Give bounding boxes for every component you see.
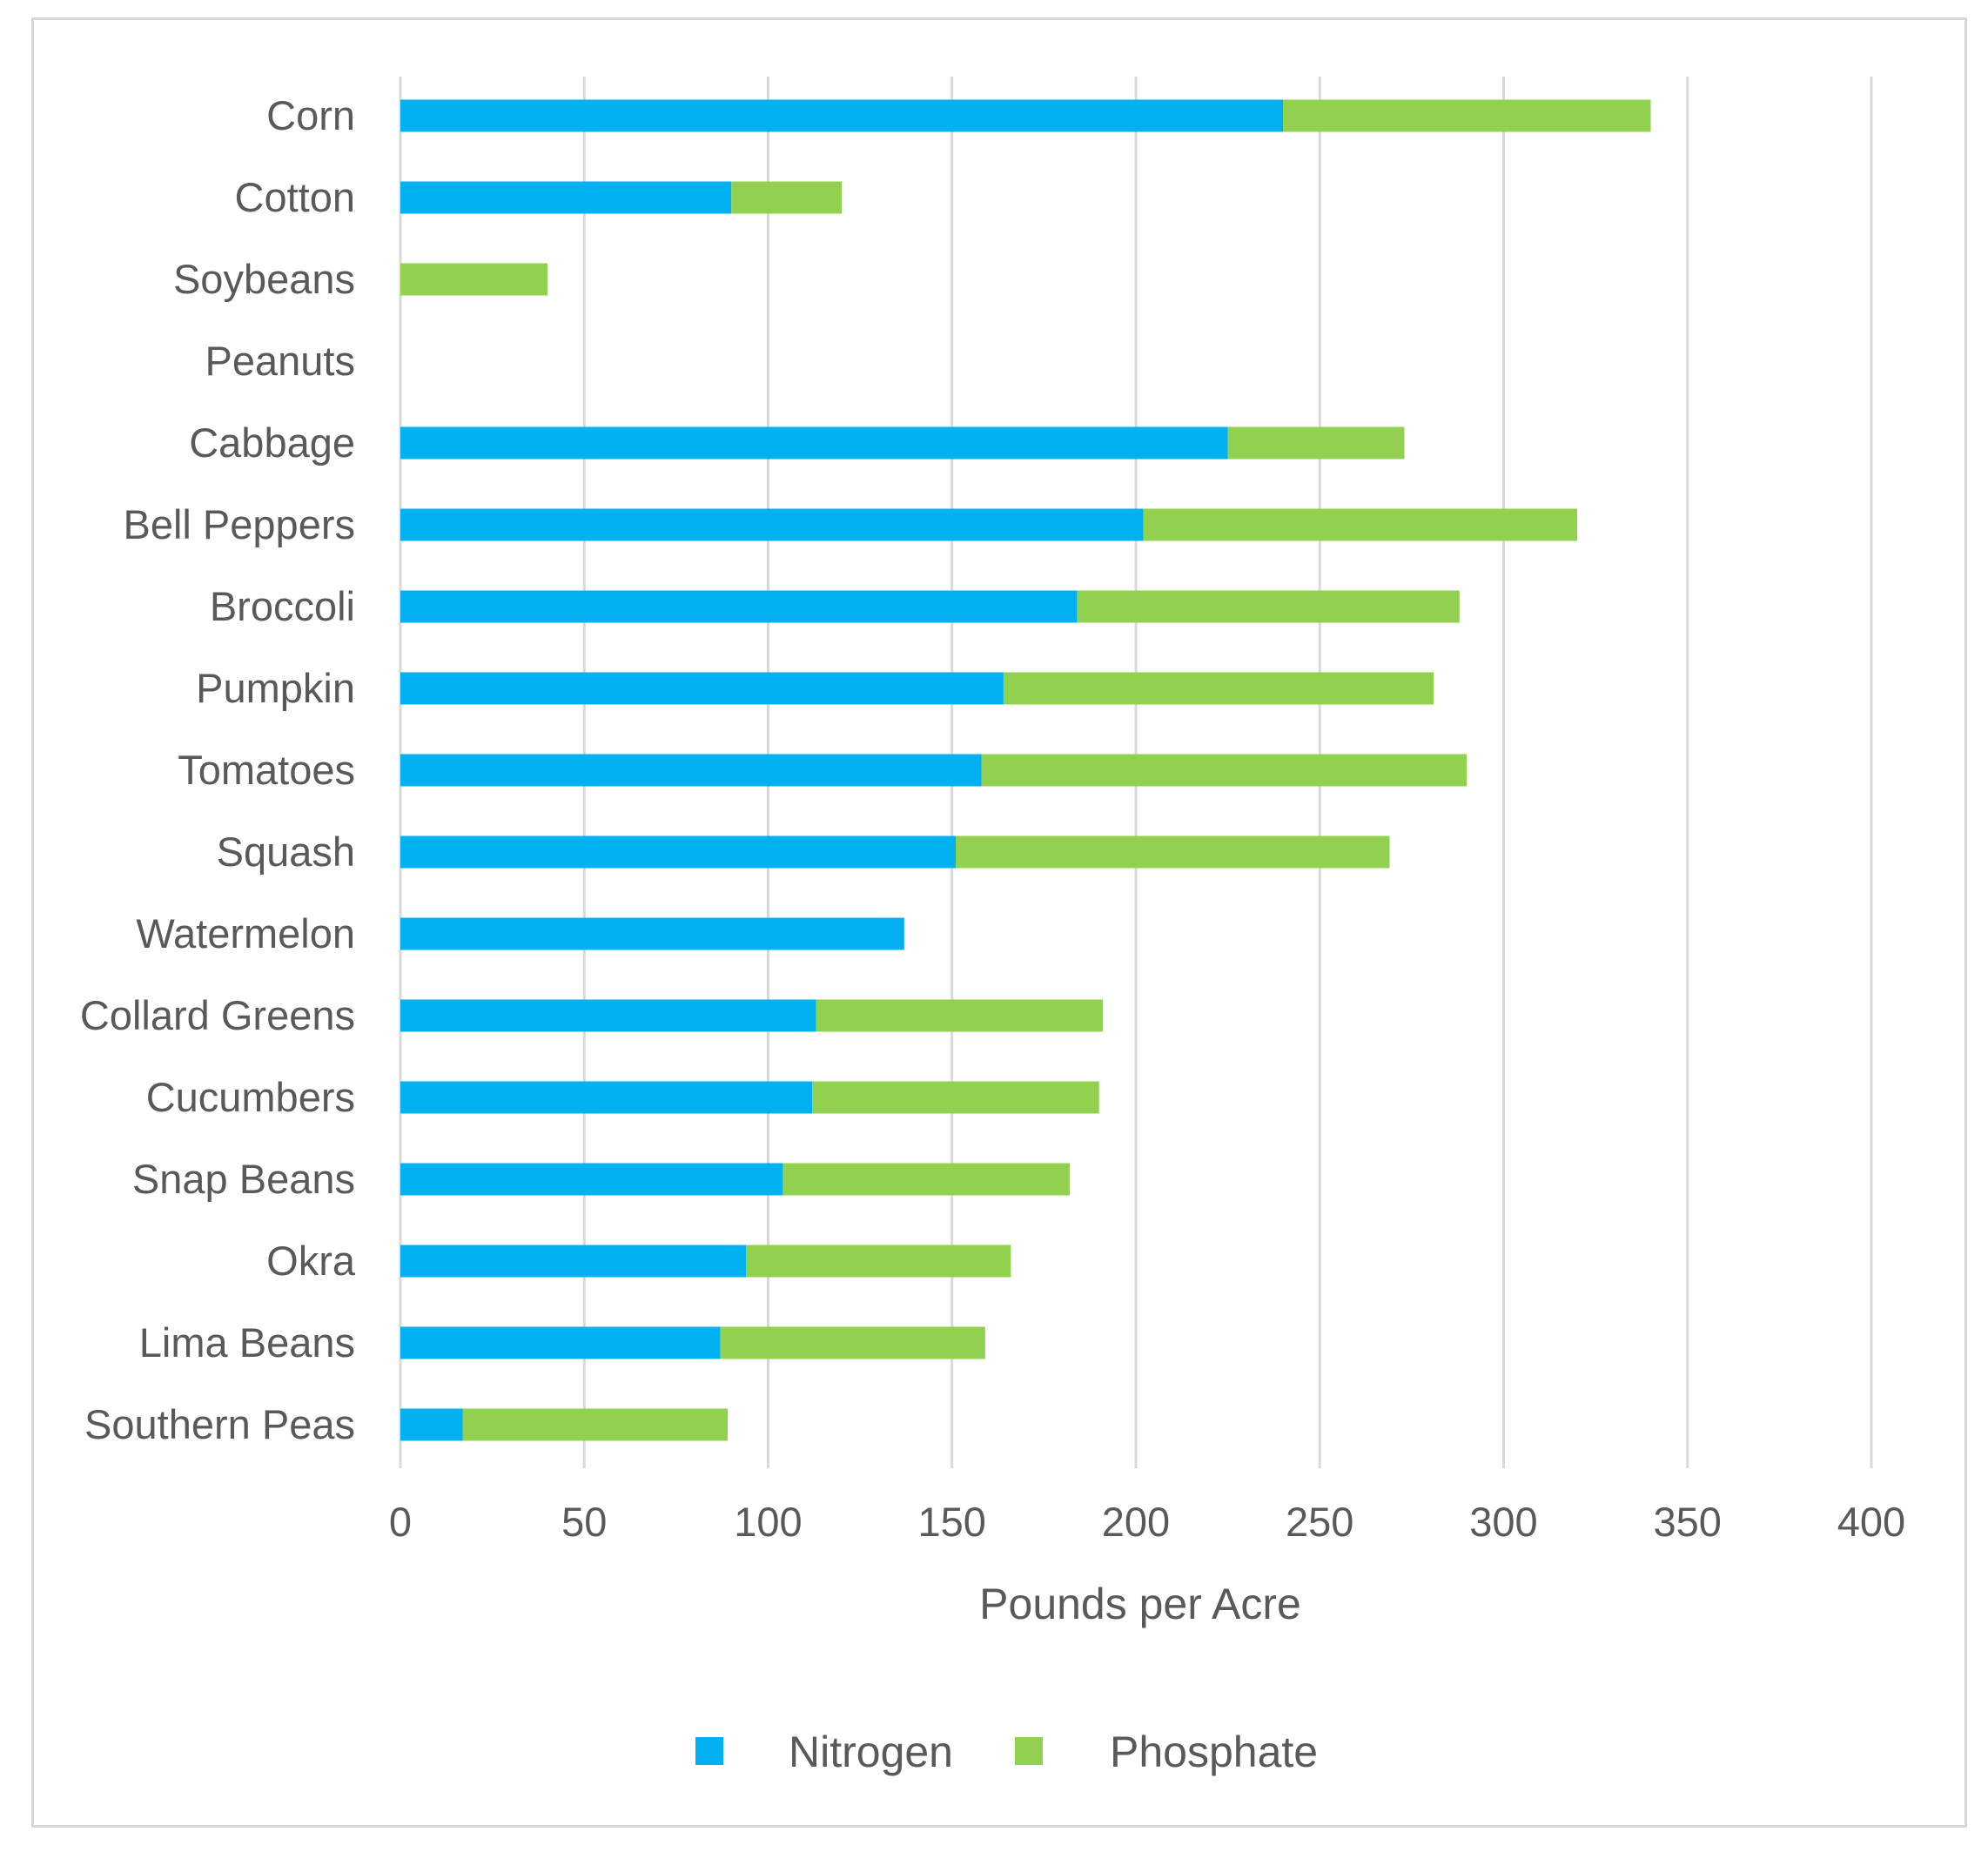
x-tick-label: 350 [1654, 1499, 1722, 1545]
category-label: Okra [266, 1238, 356, 1284]
category-label: Cabbage [189, 419, 355, 466]
bar-phosphate-lima-beans[interactable] [720, 1326, 985, 1359]
bar-nitrogen-corn[interactable] [400, 99, 1283, 132]
bar-nitrogen-southern-peas[interactable] [400, 1408, 463, 1441]
x-tick-label: 150 [918, 1499, 986, 1545]
category-label: Tomatoes [178, 747, 355, 793]
x-tick-label: 400 [1837, 1499, 1905, 1545]
bar-phosphate-okra[interactable] [746, 1245, 1011, 1278]
category-label: Bell Peppers [124, 501, 356, 547]
bars [400, 99, 1651, 1441]
legend-swatch-phosphate [1015, 1737, 1043, 1765]
bar-nitrogen-cucumbers[interactable] [400, 1081, 813, 1114]
bar-nitrogen-tomatoes[interactable] [400, 754, 982, 787]
bar-nitrogen-cotton[interactable] [400, 181, 732, 214]
category-label: Snap Beans [132, 1156, 355, 1202]
bar-phosphate-snap-beans[interactable] [782, 1163, 1070, 1196]
legend-label-phosphate: Phosphate [1110, 1728, 1318, 1776]
bar-phosphate-cucumbers[interactable] [812, 1081, 1099, 1114]
bar-phosphate-broccoli[interactable] [1077, 590, 1460, 623]
x-tick-label: 100 [734, 1499, 802, 1545]
bar-phosphate-collard-greens[interactable] [816, 999, 1103, 1032]
legend[interactable]: Nitrogen Phosphate [695, 1728, 1318, 1776]
bar-nitrogen-cabbage[interactable] [400, 426, 1228, 460]
bar-phosphate-cotton[interactable] [731, 181, 842, 214]
bar-nitrogen-bell-peppers[interactable] [400, 508, 1144, 541]
bar-phosphate-bell-peppers[interactable] [1143, 508, 1577, 541]
category-label: Soybeans [173, 256, 355, 302]
bar-phosphate-corn[interactable] [1283, 99, 1651, 132]
bar-phosphate-tomatoes[interactable] [981, 754, 1467, 787]
category-label: Collard Greens [80, 992, 355, 1038]
category-labels: Corn Cotton Soybeans Peanuts Cabbage Bell Pep… [80, 92, 356, 1447]
x-tick-label: 250 [1286, 1499, 1353, 1545]
category-label: Cotton [235, 174, 355, 220]
category-label: Corn [266, 92, 355, 138]
bar-nitrogen-lima-beans[interactable] [400, 1326, 721, 1359]
x-tick-label: 0 [389, 1499, 412, 1545]
legend-swatch-nitrogen [695, 1737, 723, 1765]
legend-label-nitrogen: Nitrogen [789, 1728, 953, 1776]
x-tick-label: 50 [561, 1499, 607, 1545]
category-label: Cucumbers [146, 1074, 355, 1120]
bar-nitrogen-pumpkin[interactable] [400, 672, 1004, 705]
x-axis-title: Pounds per Acre [979, 1580, 1301, 1628]
bar-phosphate-pumpkin[interactable] [1003, 672, 1434, 705]
category-label: Peanuts [205, 338, 355, 384]
category-label: Squash [217, 829, 355, 875]
x-tick-label: 300 [1469, 1499, 1537, 1545]
chart-frame [31, 17, 1967, 1828]
bar-phosphate-cabbage[interactable] [1227, 426, 1405, 460]
category-label: Watermelon [136, 910, 355, 956]
x-tick-label: 200 [1102, 1499, 1170, 1545]
x-tick-labels: 0 50 100 150 200 250 300 350 400 [389, 1499, 1905, 1545]
bar-nitrogen-okra[interactable] [400, 1245, 747, 1278]
bar-nitrogen-collard-greens[interactable] [400, 999, 816, 1032]
category-label: Broccoli [210, 583, 355, 629]
bar-phosphate-squash[interactable] [955, 835, 1390, 869]
bar-nitrogen-squash[interactable] [400, 835, 956, 869]
category-label: Southern Peas [84, 1401, 355, 1447]
bar-phosphate-southern-peas[interactable] [462, 1408, 729, 1441]
bar-nitrogen-snap-beans[interactable] [400, 1163, 783, 1196]
category-label: Lima Beans [139, 1319, 355, 1366]
bar-nitrogen-broccoli[interactable] [400, 590, 1078, 623]
category-label: Pumpkin [196, 665, 355, 711]
bar-nitrogen-watermelon[interactable] [400, 917, 904, 950]
bar-phosphate-soybeans[interactable] [400, 263, 547, 296]
